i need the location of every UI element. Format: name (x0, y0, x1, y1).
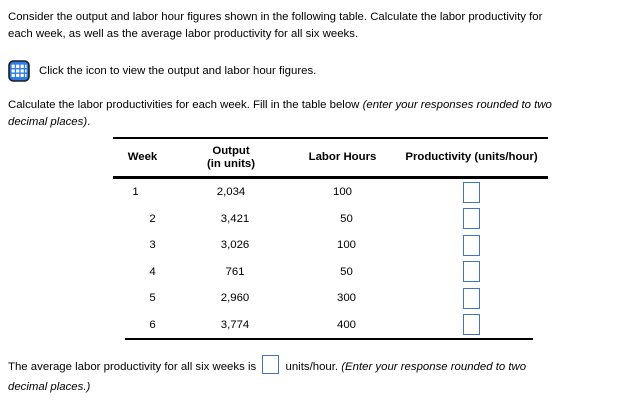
productivity-input[interactable] (463, 234, 480, 256)
table-row: 6 3,774 400 (113, 312, 548, 339)
labor-hours-cell-value: 100 (332, 186, 352, 199)
productivity-cell (395, 234, 548, 256)
table-body: 1 2,034 100 2 3,421 50 3 3,026 100 4 761 50 5 2,960 30… (113, 179, 548, 338)
average-productivity-input[interactable] (262, 355, 280, 374)
week-cell: 4 (113, 266, 172, 278)
output-cell-value: 3,026 (220, 239, 250, 252)
week-cell-value: 4 (149, 265, 156, 278)
footer-italic: (Enter your response rounded to two deci… (8, 361, 527, 393)
table-row: 2 3,421 50 (113, 206, 548, 233)
productivity-cell (395, 181, 548, 203)
header-productivity: Productivity (units/hour) (405, 151, 538, 163)
footer-before: The average labor productivity for all s… (8, 361, 260, 373)
table-bottom-rule (125, 338, 533, 340)
instruction-italic: (enter your responses rounded to two dec… (8, 99, 552, 128)
labor-hours-cell-value: 400 (336, 318, 356, 331)
labor-hours-cell: 50 (290, 266, 395, 278)
footer-after: units/hour. (282, 361, 342, 373)
instruction-suffix: . (87, 116, 91, 128)
view-figures-label: Click the icon to view the output and la… (39, 64, 317, 77)
header-labor-hours: Labor Hours (308, 151, 377, 163)
labor-hours-cell-value: 50 (340, 212, 353, 225)
labor-hours-cell: 400 (290, 319, 395, 331)
table-row: 5 2,960 300 (113, 285, 548, 312)
average-productivity-row: The average labor productivity for all s… (8, 355, 630, 397)
header-week: Week (127, 151, 158, 163)
question-intro: Consider the output and labor hour figur… (8, 11, 543, 40)
week-cell: 2 (113, 213, 172, 225)
output-cell: 2,034 (172, 186, 290, 198)
output-cell: 3,774 (172, 319, 290, 331)
week-cell-value: 2 (149, 212, 156, 225)
instruction-text: Calculate the labor productivities for e… (8, 97, 628, 131)
table-grid-icon[interactable] (8, 60, 30, 82)
week-cell: 3 (113, 239, 172, 251)
productivity-cell (395, 261, 548, 283)
header-output: Output (in units) (206, 144, 256, 170)
output-cell-value: 2,960 (220, 292, 250, 305)
week-cell: 5 (113, 292, 172, 304)
productivity-input[interactable] (463, 208, 480, 230)
table-row: 3 3,026 100 (113, 232, 548, 259)
output-cell: 3,026 (172, 239, 290, 251)
productivity-cell (395, 314, 548, 336)
productivity-cell (395, 208, 548, 230)
labor-hours-cell-value: 300 (336, 292, 356, 305)
productivity-cell (395, 287, 548, 309)
view-figures-row: Click the icon to view the output and la… (8, 59, 634, 83)
productivity-input[interactable] (463, 314, 480, 336)
week-cell-value: 1 (132, 186, 139, 199)
labor-hours-cell: 50 (290, 213, 395, 225)
productivity-input[interactable] (463, 287, 480, 309)
week-cell-value: 6 (149, 318, 156, 331)
productivity-input[interactable] (463, 181, 480, 203)
table-row: 4 761 50 (113, 259, 548, 286)
labor-hours-cell: 100 (290, 239, 395, 251)
output-cell: 761 (172, 266, 290, 278)
table-header-row: Week Output (in units) Labor Hours Produ… (113, 137, 548, 179)
labor-hours-cell-value: 50 (340, 265, 353, 278)
output-cell-value: 3,774 (220, 318, 250, 331)
output-cell-value: 2,034 (216, 186, 246, 199)
week-cell: 1 (113, 186, 172, 198)
week-cell: 6 (113, 319, 172, 331)
instruction-normal: Calculate the labor productivities for e… (8, 99, 363, 111)
output-cell-value: 3,421 (220, 212, 250, 225)
table-row: 1 2,034 100 (113, 179, 548, 206)
week-cell-value: 5 (149, 292, 156, 305)
output-cell: 3,421 (172, 213, 290, 225)
output-cell-value: 761 (225, 265, 245, 278)
productivity-table: Week Output (in units) Labor Hours Produ… (113, 137, 548, 340)
labor-hours-cell: 100 (290, 186, 395, 198)
output-cell: 2,960 (172, 292, 290, 304)
labor-hours-cell: 300 (290, 292, 395, 304)
productivity-input[interactable] (463, 261, 480, 283)
labor-hours-cell-value: 100 (336, 239, 356, 252)
week-cell-value: 3 (149, 239, 156, 252)
